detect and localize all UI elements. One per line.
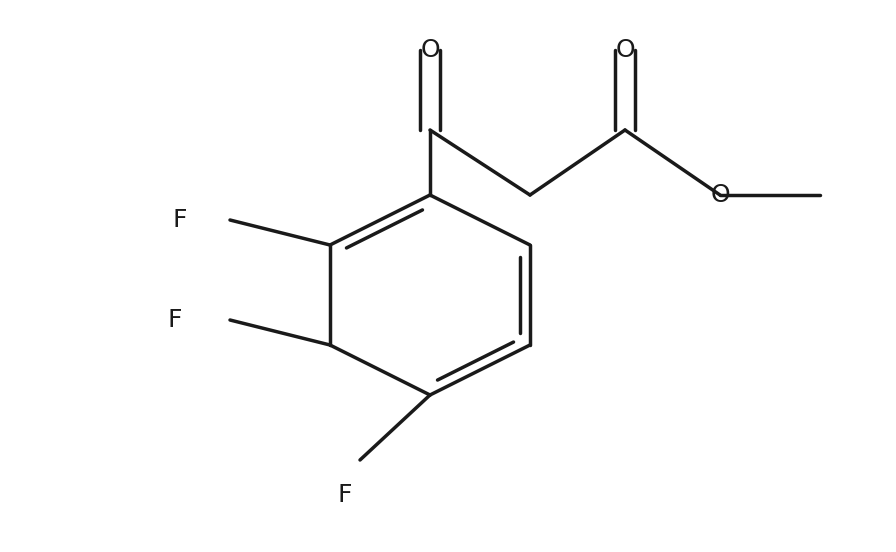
Text: O: O	[711, 183, 730, 207]
Text: F: F	[338, 483, 352, 507]
Text: F: F	[173, 208, 187, 232]
Text: O: O	[420, 38, 440, 62]
Text: F: F	[168, 308, 182, 332]
Text: O: O	[616, 38, 634, 62]
